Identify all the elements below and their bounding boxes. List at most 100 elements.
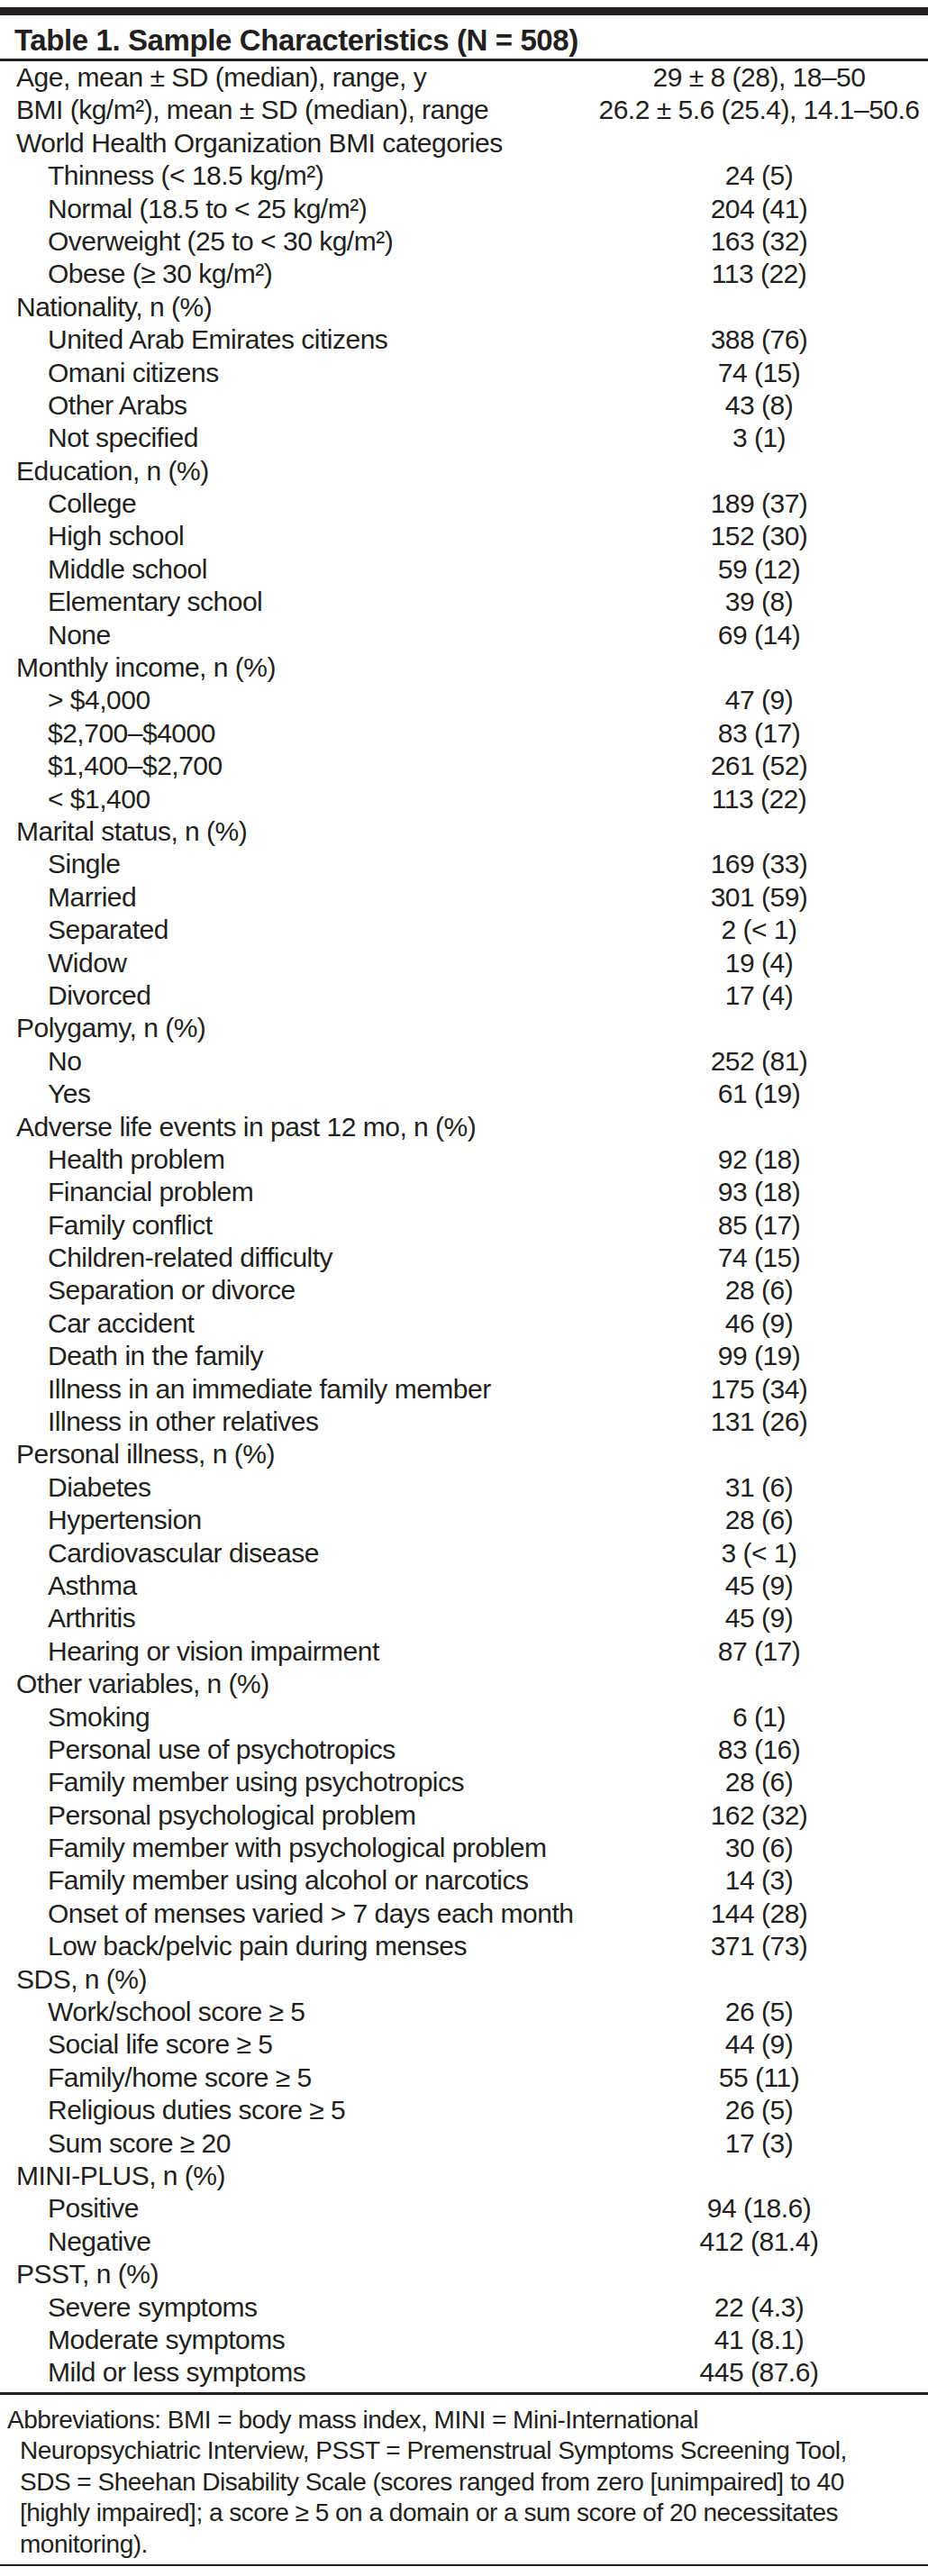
row-value: 47 (9) bbox=[590, 684, 928, 716]
table-row: Widow 19 (4) bbox=[0, 947, 928, 979]
row-label: Other variables, n (%) bbox=[0, 1668, 590, 1700]
table-row: Normal (18.5 to < 25 kg/m²) 204 (41) bbox=[0, 193, 928, 225]
table-row: Financial problem 93 (18) bbox=[0, 1176, 928, 1208]
table-row: Onset of menses varied > 7 days each mon… bbox=[0, 1898, 928, 1930]
row-value: 388 (76) bbox=[590, 323, 928, 356]
row-value: 24 (5) bbox=[590, 159, 928, 192]
table-row: Moderate symptoms 41 (8.1) bbox=[0, 2324, 928, 2356]
footnote-line: monitoring). bbox=[7, 2529, 921, 2561]
row-label: Single bbox=[0, 848, 590, 880]
table-row: Age, mean ± SD (median), range, y 29 ± 8… bbox=[0, 61, 928, 94]
table-row: Cardiovascular disease 3 (< 1) bbox=[0, 1537, 928, 1570]
row-value: 26.2 ± 5.6 (25.4), 14.1–50.6 bbox=[590, 94, 928, 126]
row-value: 445 (87.6) bbox=[590, 2356, 928, 2389]
table-row: Diabetes 31 (6) bbox=[0, 1471, 928, 1504]
table-row: Nationality, n (%) bbox=[0, 291, 928, 323]
table-row: Low back/pelvic pain during menses 371 (… bbox=[0, 1930, 928, 1962]
table-row: < $1,400 113 (22) bbox=[0, 783, 928, 815]
row-label: Car accident bbox=[0, 1307, 590, 1340]
row-value: 44 (9) bbox=[590, 2028, 928, 2061]
row-value: 175 (34) bbox=[590, 1373, 928, 1406]
row-label: None bbox=[0, 619, 590, 651]
row-value: 45 (9) bbox=[590, 1570, 928, 1602]
table-row: None 69 (14) bbox=[0, 619, 928, 651]
row-label: Overweight (25 to < 30 kg/m²) bbox=[0, 225, 590, 258]
table-row: SDS, n (%) bbox=[0, 1963, 928, 1996]
row-label: Omani citizens bbox=[0, 357, 590, 389]
row-value: 92 (18) bbox=[590, 1143, 928, 1176]
row-label: SDS, n (%) bbox=[0, 1963, 590, 1996]
row-label: Obese (≥ 30 kg/m²) bbox=[0, 258, 590, 290]
row-label: Widow bbox=[0, 947, 590, 979]
row-value: 59 (12) bbox=[590, 553, 928, 586]
table-row: World Health Organization BMI categories bbox=[0, 127, 928, 159]
table-row: Yes 61 (19) bbox=[0, 1078, 928, 1110]
row-label: Middle school bbox=[0, 553, 590, 586]
row-label: Onset of menses varied > 7 days each mon… bbox=[0, 1898, 590, 1930]
row-label: Mild or less symptoms bbox=[0, 2356, 590, 2389]
row-label: Not specified bbox=[0, 422, 590, 454]
row-value: 301 (59) bbox=[590, 881, 928, 914]
row-label: Family member using alcohol or narcotics bbox=[0, 1864, 590, 1897]
row-label: BMI (kg/m²), mean ± SD (median), range bbox=[0, 94, 590, 126]
row-value: 14 (3) bbox=[590, 1864, 928, 1897]
row-value: 252 (81) bbox=[590, 1045, 928, 1078]
table-row: College 189 (37) bbox=[0, 487, 928, 520]
row-label: > $4,000 bbox=[0, 684, 590, 716]
row-value: 152 (30) bbox=[590, 520, 928, 552]
table-row: Positive 94 (18.6) bbox=[0, 2192, 928, 2225]
row-label: Age, mean ± SD (median), range, y bbox=[0, 61, 590, 94]
row-value: 204 (41) bbox=[590, 193, 928, 225]
table-row: Religious duties score ≥ 5 26 (5) bbox=[0, 2094, 928, 2126]
row-label: High school bbox=[0, 520, 590, 552]
row-label: Religious duties score ≥ 5 bbox=[0, 2094, 590, 2126]
row-value: 55 (11) bbox=[590, 2062, 928, 2094]
row-value: 163 (32) bbox=[590, 225, 928, 258]
footnote-line: Abbreviations: BMI = body mass index, MI… bbox=[7, 2405, 921, 2436]
row-value: 26 (5) bbox=[590, 2094, 928, 2126]
row-label: Hearing or vision impairment bbox=[0, 1635, 590, 1668]
row-label: Marital status, n (%) bbox=[0, 815, 590, 848]
table-row: No 252 (81) bbox=[0, 1045, 928, 1078]
row-value: 69 (14) bbox=[590, 619, 928, 651]
row-label: Separated bbox=[0, 914, 590, 946]
row-label: Family/home score ≥ 5 bbox=[0, 2062, 590, 2094]
row-value: 131 (26) bbox=[590, 1406, 928, 1438]
table-row: Personal use of psychotropics 83 (16) bbox=[0, 1734, 928, 1766]
table-row: Sum score ≥ 20 17 (3) bbox=[0, 2127, 928, 2160]
table-row: PSST, n (%) bbox=[0, 2258, 928, 2290]
row-value: 17 (4) bbox=[590, 979, 928, 1012]
row-label: World Health Organization BMI categories bbox=[0, 127, 590, 159]
row-label: Positive bbox=[0, 2192, 590, 2225]
row-value: 113 (22) bbox=[590, 258, 928, 290]
table-row: Car accident 46 (9) bbox=[0, 1307, 928, 1340]
table-row: $2,700–$4000 83 (17) bbox=[0, 717, 928, 750]
row-value: 43 (8) bbox=[590, 389, 928, 422]
row-label: Cardiovascular disease bbox=[0, 1537, 590, 1570]
table-row: Personal illness, n (%) bbox=[0, 1438, 928, 1470]
row-label: Children-related difficulty bbox=[0, 1242, 590, 1274]
table-row: High school 152 (30) bbox=[0, 520, 928, 552]
row-label: Monthly income, n (%) bbox=[0, 651, 590, 684]
row-value: 46 (9) bbox=[590, 1307, 928, 1340]
row-label: Health problem bbox=[0, 1143, 590, 1176]
row-label: Moderate symptoms bbox=[0, 2324, 590, 2356]
row-label: Thinness (< 18.5 kg/m²) bbox=[0, 159, 590, 192]
table-row: Family member with psychological problem… bbox=[0, 1832, 928, 1864]
row-value: 41 (8.1) bbox=[590, 2324, 928, 2356]
row-value: 261 (52) bbox=[590, 750, 928, 782]
row-label: Work/school score ≥ 5 bbox=[0, 1996, 590, 2028]
row-label: Elementary school bbox=[0, 586, 590, 618]
paper-table-page: Table 1. Sample Characteristics (N = 508… bbox=[0, 0, 928, 2576]
footnote-line: SDS = Sheehan Disability Scale (scores r… bbox=[7, 2467, 921, 2499]
row-label: $2,700–$4000 bbox=[0, 717, 590, 750]
row-value: 412 (81.4) bbox=[590, 2226, 928, 2258]
table-row: Omani citizens 74 (15) bbox=[0, 357, 928, 389]
row-label: Arthritis bbox=[0, 1602, 590, 1634]
table-row: Monthly income, n (%) bbox=[0, 651, 928, 684]
table-title: Table 1. Sample Characteristics (N = 508… bbox=[0, 15, 928, 59]
table-row: BMI (kg/m²), mean ± SD (median), range 2… bbox=[0, 94, 928, 126]
row-value: 93 (18) bbox=[590, 1176, 928, 1208]
table-row: Overweight (25 to < 30 kg/m²) 163 (32) bbox=[0, 225, 928, 258]
row-value: 22 (4.3) bbox=[590, 2291, 928, 2324]
